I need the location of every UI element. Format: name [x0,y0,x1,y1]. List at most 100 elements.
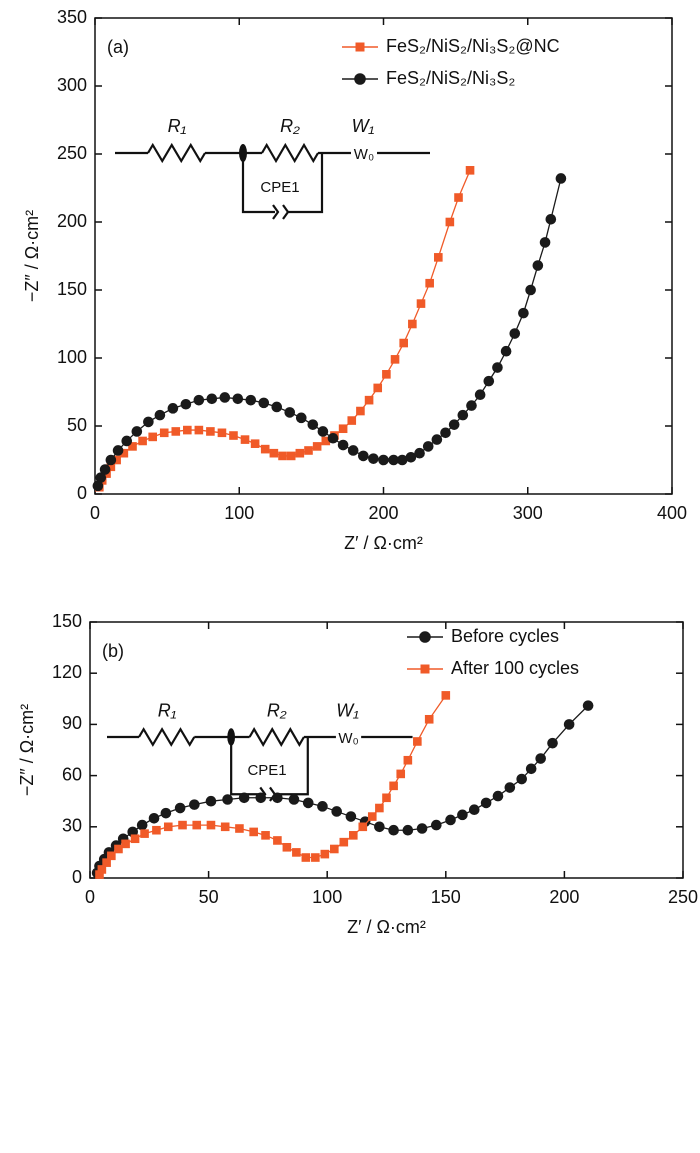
marker [388,824,399,836]
x-tick-label: 0 [85,887,95,907]
marker [272,792,283,804]
marker [547,737,558,749]
y-tick-label: 100 [57,347,87,367]
y-tick-label: 90 [62,713,82,733]
marker [492,362,503,373]
marker [396,454,408,466]
warburg-bg [351,143,377,165]
marker [545,213,557,225]
marker [205,795,217,807]
marker [317,801,328,812]
x-tick-label: 300 [513,503,543,523]
marker [331,806,342,817]
warburg-bg [335,727,362,749]
marker [136,819,148,831]
marker [445,217,455,227]
marker [445,814,456,826]
x-tick-label: 100 [312,887,342,907]
y-tick-label: 200 [57,211,87,231]
marker [271,401,283,413]
marker [152,825,161,835]
marker [321,436,331,446]
marker [178,820,187,830]
y-tick-label: 150 [52,611,82,631]
marker [320,849,330,859]
marker [457,409,469,421]
marker [368,453,379,464]
legend-label: FeS₂/NiS₂/Ni₃S₂ [386,68,515,88]
y-tick-label: 150 [57,279,87,299]
marker [356,406,365,416]
marker [131,426,143,437]
x-tick-label: 200 [549,887,579,907]
marker [367,812,377,821]
marker [414,447,425,459]
marker [399,338,408,348]
r1-label: R₁ [168,116,187,136]
marker [364,395,374,405]
marker [286,451,296,461]
marker [148,432,157,442]
marker [403,755,413,765]
y-tick-label: 0 [77,483,87,503]
marker [269,448,279,458]
marker [317,426,329,437]
marker [454,193,463,202]
marker [258,397,270,409]
marker [219,392,231,403]
marker [220,822,230,832]
x-axis-title: Z′ / Ω·cm² [344,533,423,553]
marker [382,793,391,803]
marker [327,432,339,444]
marker [474,389,486,401]
marker [358,822,368,832]
marker [260,444,270,454]
marker [338,424,348,434]
y-tick-label: 250 [57,143,87,163]
marker [292,848,301,857]
marker [229,431,238,440]
warburg-symbol: W₀ [338,730,358,747]
marker [192,820,202,830]
marker [288,794,300,805]
marker [143,416,154,428]
marker [441,691,451,700]
legend-marker [419,631,431,643]
marker [440,427,451,439]
marker [563,719,575,730]
marker [532,260,544,271]
r2-label: R₂ [280,116,300,136]
marker [114,844,123,854]
marker [500,345,512,357]
circuit-wire [241,153,324,214]
marker [448,419,460,430]
warburg-symbol: W₀ [354,146,374,163]
marker [422,441,434,452]
marker [405,451,417,463]
y-tick-label: 30 [62,816,82,836]
marker [238,792,250,804]
marker [249,827,258,837]
marker [539,237,551,248]
marker [235,824,244,833]
marker [301,853,311,862]
cpe-label: CPE1 [247,762,286,779]
y-axis-title: −Z″ / Ω·cm² [17,704,37,796]
resistor [261,142,319,164]
marker [130,834,140,844]
legend-label: Before cycles [451,626,559,646]
marker [509,328,521,339]
marker [348,831,358,840]
marker [167,403,179,414]
x-tick-label: 150 [431,887,461,907]
marker [465,166,475,175]
marker [180,398,192,410]
marker [148,812,160,824]
marker [95,472,107,483]
cpe-label: CPE1 [260,179,299,196]
marker [347,445,359,456]
marker [97,865,107,874]
marker [425,278,434,288]
marker [307,419,319,430]
